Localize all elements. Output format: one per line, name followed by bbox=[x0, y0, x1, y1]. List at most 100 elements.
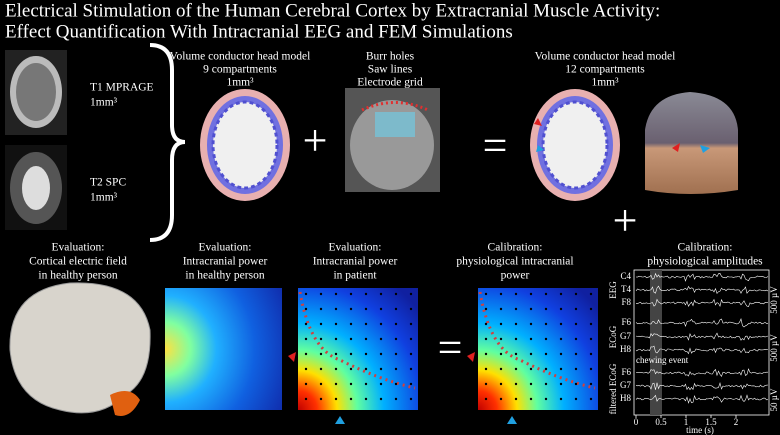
electrode bbox=[589, 322, 593, 326]
electrode bbox=[409, 367, 413, 371]
channel-label: F6 bbox=[621, 367, 631, 377]
electrode bbox=[379, 337, 383, 341]
electrode bbox=[574, 307, 578, 311]
model-label: 9 compartments bbox=[203, 64, 277, 76]
electrode bbox=[514, 352, 518, 356]
electrode bbox=[334, 352, 338, 356]
channel-label: G7 bbox=[620, 380, 631, 390]
electrode bbox=[334, 382, 338, 386]
electrode bbox=[364, 337, 368, 341]
electrode bbox=[394, 292, 398, 296]
electrode bbox=[484, 307, 488, 311]
electrode bbox=[409, 307, 413, 311]
power-map-patient bbox=[298, 288, 418, 410]
electrode bbox=[349, 292, 353, 296]
t2-brain-inner bbox=[22, 166, 50, 210]
electrode bbox=[334, 337, 338, 341]
input-label: T2 SPC bbox=[90, 177, 126, 189]
trace bbox=[635, 394, 769, 404]
electrode bbox=[394, 352, 398, 356]
electrode bbox=[409, 337, 413, 341]
electrode bbox=[379, 322, 383, 326]
electrode bbox=[379, 367, 383, 371]
marker bbox=[288, 352, 296, 362]
electrode bbox=[379, 382, 383, 386]
t1-brain-inner bbox=[16, 63, 56, 121]
electrode bbox=[514, 382, 518, 386]
electrode bbox=[319, 307, 323, 311]
electrode bbox=[364, 307, 368, 311]
electrode bbox=[559, 292, 563, 296]
electrode bbox=[349, 382, 353, 386]
electrode bbox=[499, 337, 503, 341]
electrode bbox=[559, 307, 563, 311]
electrode bbox=[349, 337, 353, 341]
panel-label: Evaluation: bbox=[51, 242, 104, 254]
panel-label: physiological amplitudes bbox=[647, 256, 763, 268]
marker bbox=[507, 416, 517, 424]
trace bbox=[635, 382, 769, 391]
model-label: Electrode grid bbox=[357, 77, 423, 89]
electrode bbox=[334, 397, 338, 401]
electrode bbox=[319, 397, 323, 401]
electrode bbox=[394, 382, 398, 386]
electrode bbox=[544, 352, 548, 356]
electrode bbox=[499, 322, 503, 326]
electrode bbox=[484, 292, 488, 296]
electrode bbox=[529, 322, 533, 326]
electrode bbox=[574, 292, 578, 296]
electrode bbox=[529, 292, 533, 296]
panel-label: Cortical electric field bbox=[29, 256, 127, 268]
electrode bbox=[394, 367, 398, 371]
channel-label: H8 bbox=[620, 344, 631, 354]
model-label: 1mm³ bbox=[226, 77, 254, 89]
panel-label: Calibration: bbox=[488, 242, 543, 254]
panel-label: Calibration: bbox=[678, 242, 733, 254]
electrode bbox=[349, 367, 353, 371]
x-axis-label: time (s) bbox=[686, 425, 714, 435]
x-tick-label: 0 bbox=[634, 417, 639, 427]
electrode bbox=[394, 307, 398, 311]
channel-label: C4 bbox=[620, 271, 631, 281]
trace bbox=[635, 298, 769, 308]
electrode bbox=[589, 382, 593, 386]
trace bbox=[635, 332, 769, 341]
electrode bbox=[574, 337, 578, 341]
grid-outline bbox=[298, 291, 416, 390]
electrode bbox=[559, 397, 563, 401]
power-map-healthy bbox=[165, 288, 282, 410]
electrode bbox=[514, 322, 518, 326]
electrode bbox=[544, 322, 548, 326]
electrode bbox=[304, 292, 308, 296]
marker bbox=[335, 416, 345, 424]
ct-image bbox=[345, 88, 440, 192]
title: Electrical Stimulation of the Human Cere… bbox=[5, 0, 660, 21]
electrode bbox=[574, 352, 578, 356]
electrode bbox=[544, 397, 548, 401]
electrode bbox=[544, 367, 548, 371]
electrode bbox=[574, 397, 578, 401]
electrode bbox=[574, 322, 578, 326]
electrode bbox=[484, 322, 488, 326]
electrode bbox=[379, 307, 383, 311]
electrode bbox=[334, 322, 338, 326]
x-tick-label: 1.5 bbox=[705, 417, 717, 427]
trace bbox=[635, 318, 768, 328]
equals: = bbox=[483, 121, 508, 170]
electrode bbox=[409, 322, 413, 326]
electrode bbox=[379, 292, 383, 296]
electrode bbox=[499, 397, 503, 401]
electrode bbox=[544, 337, 548, 341]
electrode bbox=[559, 367, 563, 371]
electrode bbox=[319, 292, 323, 296]
electrode bbox=[484, 397, 488, 401]
group-label: ECoG bbox=[608, 325, 618, 348]
electrode bbox=[334, 367, 338, 371]
electrode bbox=[319, 367, 323, 371]
electrode bbox=[364, 397, 368, 401]
model-label: Saw lines bbox=[368, 64, 413, 76]
plus: + bbox=[303, 116, 328, 165]
model-label: Burr holes bbox=[366, 51, 415, 63]
electrode bbox=[544, 292, 548, 296]
electrode bbox=[364, 292, 368, 296]
